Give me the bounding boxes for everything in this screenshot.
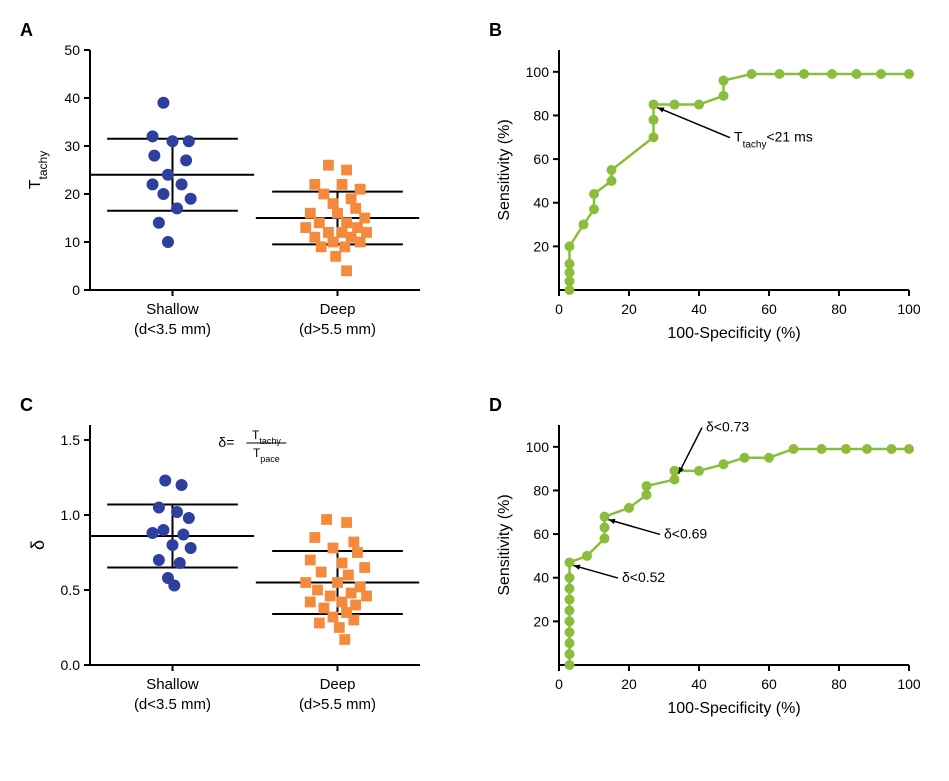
panel-a-label: A	[20, 20, 33, 41]
svg-text:30: 30	[64, 138, 80, 154]
svg-text:δ: δ	[28, 540, 48, 550]
panel-a: A 0 10 20 30 40 50 Shallow (d<3.5 mm) Deep (d>5.5…	[20, 20, 449, 365]
svg-text:80: 80	[533, 107, 549, 123]
svg-text:(d<3.5 mm): (d<3.5 mm)	[134, 696, 211, 713]
svg-text:Ttachy<21 ms: Ttachy<21 ms	[734, 129, 813, 151]
svg-text:δ=: δ=	[218, 434, 234, 450]
panel-c: C 0.0 0.5 1.0 1.5 Shallow (d<3.5 mm) Deep (d>5.…	[20, 395, 449, 740]
svg-text:40: 40	[533, 195, 549, 211]
panel-d: D 20 40 60 80 100 0 20 40 60 80 100 100-Specificity…	[489, 395, 929, 740]
svg-text:δ<0.52: δ<0.52	[622, 569, 665, 585]
svg-text:1.0: 1.0	[61, 507, 81, 523]
svg-text:100: 100	[526, 64, 550, 80]
svg-text:Deep: Deep	[320, 301, 356, 318]
svg-text:80: 80	[831, 676, 847, 692]
svg-text:0.5: 0.5	[61, 582, 81, 598]
svg-text:20: 20	[533, 238, 549, 254]
svg-text:0.0: 0.0	[61, 657, 81, 673]
panel-a-chart: 0 10 20 30 40 50 Shallow (d<3.5 mm) Deep (d>5.5 m…	[20, 20, 440, 360]
svg-text:20: 20	[64, 186, 80, 202]
svg-text:100-Specificity (%): 100-Specificity (%)	[667, 325, 800, 342]
svg-text:(d>5.5 mm): (d>5.5 mm)	[299, 696, 376, 713]
svg-text:Sensitivity (%): Sensitivity (%)	[496, 119, 513, 220]
svg-text:60: 60	[761, 676, 777, 692]
panel-b-label: B	[489, 20, 502, 41]
panel-c-chart: 0.0 0.5 1.0 1.5 Shallow (d<3.5 mm) Deep (d>5.5 …	[20, 395, 440, 735]
svg-text:Deep: Deep	[320, 676, 356, 693]
panel-c-label: C	[20, 395, 33, 416]
svg-text:δ<0.69: δ<0.69	[664, 525, 707, 541]
svg-text:Shallow: Shallow	[146, 301, 199, 318]
svg-text:60: 60	[533, 151, 549, 167]
svg-text:Sensitivity (%): Sensitivity (%)	[496, 494, 513, 595]
svg-text:20: 20	[621, 676, 637, 692]
svg-text:60: 60	[761, 301, 777, 317]
figure-grid: A 0 10 20 30 40 50 Shallow (d<3.5 mm) Deep (d>5.5…	[20, 20, 929, 740]
svg-text:10: 10	[64, 234, 80, 250]
svg-text:40: 40	[691, 301, 707, 317]
svg-text:40: 40	[533, 570, 549, 586]
svg-text:Shallow: Shallow	[146, 676, 199, 693]
svg-text:50: 50	[64, 42, 80, 58]
svg-text:20: 20	[621, 301, 637, 317]
svg-text:100: 100	[897, 676, 921, 692]
svg-text:(d>5.5 mm): (d>5.5 mm)	[299, 321, 376, 338]
svg-text:δ<0.73: δ<0.73	[706, 419, 749, 435]
svg-text:40: 40	[691, 676, 707, 692]
svg-text:100: 100	[526, 439, 550, 455]
svg-text:100: 100	[897, 301, 921, 317]
svg-text:0: 0	[555, 301, 563, 317]
panel-b: B 20 40 60 80 100 0 20 40 60 80 100 100-Specificity…	[489, 20, 929, 365]
svg-text:40: 40	[64, 90, 80, 106]
svg-text:(d<3.5 mm): (d<3.5 mm)	[134, 321, 211, 338]
svg-text:20: 20	[533, 613, 549, 629]
svg-text:Ttachy: Ttachy	[27, 151, 50, 189]
svg-text:60: 60	[533, 526, 549, 542]
svg-text:80: 80	[831, 301, 847, 317]
panel-b-chart: 20 40 60 80 100 0 20 40 60 80 100 100-Specificity (…	[489, 20, 929, 360]
panel-d-label: D	[489, 395, 502, 416]
svg-text:80: 80	[533, 482, 549, 498]
svg-text:0: 0	[555, 676, 563, 692]
panel-d-chart: 20 40 60 80 100 0 20 40 60 80 100 100-Specificity (…	[489, 395, 929, 735]
svg-text:100-Specificity (%): 100-Specificity (%)	[667, 700, 800, 717]
svg-text:Tpace: Tpace	[253, 446, 280, 464]
svg-text:1.5: 1.5	[61, 432, 81, 448]
svg-text:0: 0	[72, 282, 80, 298]
